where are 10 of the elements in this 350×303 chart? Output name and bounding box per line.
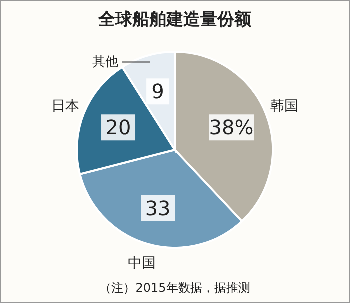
- slice-label: 中国: [128, 255, 156, 272]
- slice-label: 其他: [92, 54, 118, 70]
- data-label: 9: [152, 80, 164, 104]
- chart-title: 全球船舶建造量份额: [98, 10, 252, 30]
- data-label: 38%: [209, 116, 254, 140]
- slice-label: 日本: [51, 98, 80, 115]
- data-label: 33: [145, 196, 171, 220]
- slice-label: 韩国: [270, 98, 299, 115]
- text: （注）2015年数据，据推测: [100, 281, 250, 295]
- data-label: 20: [106, 116, 132, 140]
